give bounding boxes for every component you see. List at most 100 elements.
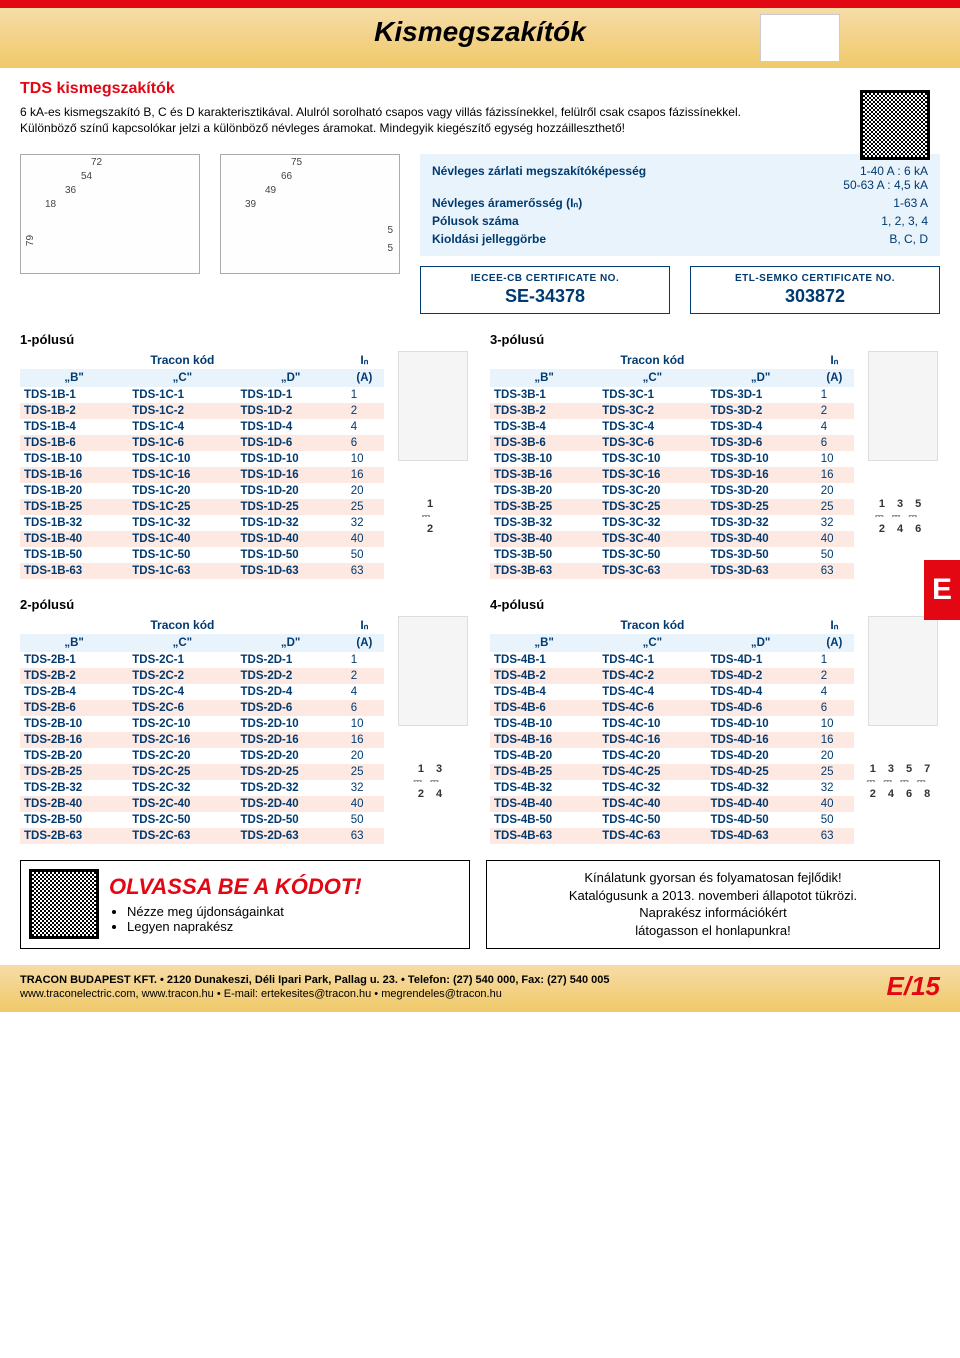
product-code: TDS-2D-4 xyxy=(237,684,345,700)
product-code: TDS-2C-4 xyxy=(128,684,236,700)
product-code: TDS-3D-4 xyxy=(707,419,815,435)
product-code: TDS-2B-16 xyxy=(20,732,128,748)
table-row: TDS-1B-2TDS-1C-2TDS-1D-22 xyxy=(20,403,384,419)
product-code: TDS-4B-16 xyxy=(490,732,598,748)
product-code: TDS-3B-32 xyxy=(490,515,598,531)
spec-label: Névleges zárlati megszakítóképesség xyxy=(432,164,646,192)
product-code: TDS-2B-1 xyxy=(20,652,128,668)
pole-block: 3-pólusúTracon kódIₙ„B"„C"„D"(A)TDS-3B-1… xyxy=(490,332,940,579)
product-code: TDS-1C-16 xyxy=(128,467,236,483)
amperage: 1 xyxy=(345,387,384,403)
dim-label: 66 xyxy=(281,171,292,182)
product-code: TDS-4C-32 xyxy=(598,780,706,796)
promo-right-box: Kínálatunk gyorsan és folyamatosan fejlő… xyxy=(486,860,940,948)
product-code: TDS-1B-2 xyxy=(20,403,128,419)
wiring-schematic-icon: 13⎓⎓24 xyxy=(390,736,470,826)
amperage: 1 xyxy=(815,652,854,668)
amperage: 25 xyxy=(815,499,854,515)
product-code: TDS-1C-6 xyxy=(128,435,236,451)
product-code: TDS-1D-16 xyxy=(237,467,345,483)
table-row: TDS-1B-50TDS-1C-50TDS-1D-5050 xyxy=(20,547,384,563)
amperage: 63 xyxy=(345,828,384,844)
product-code: TDS-1C-50 xyxy=(128,547,236,563)
product-code: TDS-3B-40 xyxy=(490,531,598,547)
amperage: 16 xyxy=(345,732,384,748)
table-header: (A) xyxy=(815,369,854,387)
product-code: TDS-3D-32 xyxy=(707,515,815,531)
product-code: TDS-2C-6 xyxy=(128,700,236,716)
table-header-in: Iₙ xyxy=(815,351,854,369)
amperage: 6 xyxy=(345,435,384,451)
product-code: TDS-3C-63 xyxy=(598,563,706,579)
spec-row: 72 54 36 18 79 75 66 49 39 5 5 Névleges … xyxy=(20,154,940,314)
product-code: TDS-2D-32 xyxy=(237,780,345,796)
product-code: TDS-1B-63 xyxy=(20,563,128,579)
product-code: TDS-4C-6 xyxy=(598,700,706,716)
table-header: „C" xyxy=(598,634,706,652)
wiring-schematic-icon: 1⎓2 xyxy=(390,471,470,561)
amperage: 40 xyxy=(815,796,854,812)
table-row: TDS-4B-10TDS-4C-10TDS-4D-1010 xyxy=(490,716,854,732)
page-footer: TRACON BUDAPEST KFT. • 2120 Dunakeszi, D… xyxy=(0,965,960,1012)
product-code: TDS-2C-20 xyxy=(128,748,236,764)
qr-code-icon xyxy=(29,869,99,939)
product-code: TDS-3C-32 xyxy=(598,515,706,531)
product-code: TDS-3D-50 xyxy=(707,547,815,563)
table-row: TDS-2B-25TDS-2C-25TDS-2D-2525 xyxy=(20,764,384,780)
table-row: TDS-3B-20TDS-3C-20TDS-3D-2020 xyxy=(490,483,854,499)
amperage: 50 xyxy=(815,547,854,563)
amperage: 6 xyxy=(815,435,854,451)
product-code: TDS-4C-10 xyxy=(598,716,706,732)
dim-label: 39 xyxy=(245,199,256,210)
amperage: 32 xyxy=(815,780,854,796)
table-row: TDS-2B-63TDS-2C-63TDS-2D-6363 xyxy=(20,828,384,844)
product-code: TDS-3B-50 xyxy=(490,547,598,563)
product-code: TDS-4D-50 xyxy=(707,812,815,828)
product-code: TDS-2D-2 xyxy=(237,668,345,684)
product-code: TDS-3D-10 xyxy=(707,451,815,467)
table-row: TDS-3B-16TDS-3C-16TDS-3D-1616 xyxy=(490,467,854,483)
product-code: TDS-3B-4 xyxy=(490,419,598,435)
cert-title: IECEE-CB CERTIFICATE NO. xyxy=(427,273,663,284)
footer-line-2: www.traconelectric.com, www.tracon.hu • … xyxy=(20,987,610,1001)
pole-block: 4-pólusúTracon kódIₙ„B"„C"„D"(A)TDS-4B-1… xyxy=(490,597,940,844)
product-code: TDS-4D-10 xyxy=(707,716,815,732)
product-code: TDS-4C-40 xyxy=(598,796,706,812)
table-row: TDS-1B-20TDS-1C-20TDS-1D-2020 xyxy=(20,483,384,499)
spec-value: B, C, D xyxy=(889,232,928,246)
product-code: TDS-1D-10 xyxy=(237,451,345,467)
table-header-in: Iₙ xyxy=(815,616,854,634)
product-code: TDS-3B-16 xyxy=(490,467,598,483)
product-code: TDS-1B-6 xyxy=(20,435,128,451)
product-code: TDS-2B-6 xyxy=(20,700,128,716)
table-row: TDS-2B-6TDS-2C-6TDS-2D-66 xyxy=(20,700,384,716)
amperage: 25 xyxy=(815,764,854,780)
product-code: TDS-1C-63 xyxy=(128,563,236,579)
amperage: 32 xyxy=(815,515,854,531)
amperage: 10 xyxy=(815,716,854,732)
product-code: TDS-2D-25 xyxy=(237,764,345,780)
product-table: Tracon kódIₙ„B"„C"„D"(A)TDS-2B-1TDS-2C-1… xyxy=(20,616,384,844)
pole-title: 1-pólusú xyxy=(20,332,470,347)
product-table: Tracon kódIₙ„B"„C"„D"(A)TDS-3B-1TDS-3C-1… xyxy=(490,351,854,579)
product-code: TDS-2B-2 xyxy=(20,668,128,684)
product-code: TDS-2C-25 xyxy=(128,764,236,780)
product-image xyxy=(398,351,468,461)
product-code: TDS-4D-16 xyxy=(707,732,815,748)
product-code: TDS-2C-50 xyxy=(128,812,236,828)
dim-label: 5 xyxy=(387,225,393,236)
table-header: „D" xyxy=(707,634,815,652)
product-code: TDS-1C-25 xyxy=(128,499,236,515)
table-header: „C" xyxy=(598,369,706,387)
cert-title: ETL-SEMKO CERTIFICATE NO. xyxy=(697,273,933,284)
amperage: 50 xyxy=(345,547,384,563)
amperage: 10 xyxy=(345,716,384,732)
dim-label: 75 xyxy=(291,157,302,168)
product-code: TDS-3D-25 xyxy=(707,499,815,515)
amperage: 40 xyxy=(345,531,384,547)
dim-label: 54 xyxy=(81,171,92,182)
section-title: TDS kismegszakítók xyxy=(20,80,940,98)
dimension-diagram-2: 75 66 49 39 5 5 xyxy=(220,154,400,274)
pole-block: 2-pólusúTracon kódIₙ„B"„C"„D"(A)TDS-2B-1… xyxy=(20,597,470,844)
product-code: TDS-4D-1 xyxy=(707,652,815,668)
